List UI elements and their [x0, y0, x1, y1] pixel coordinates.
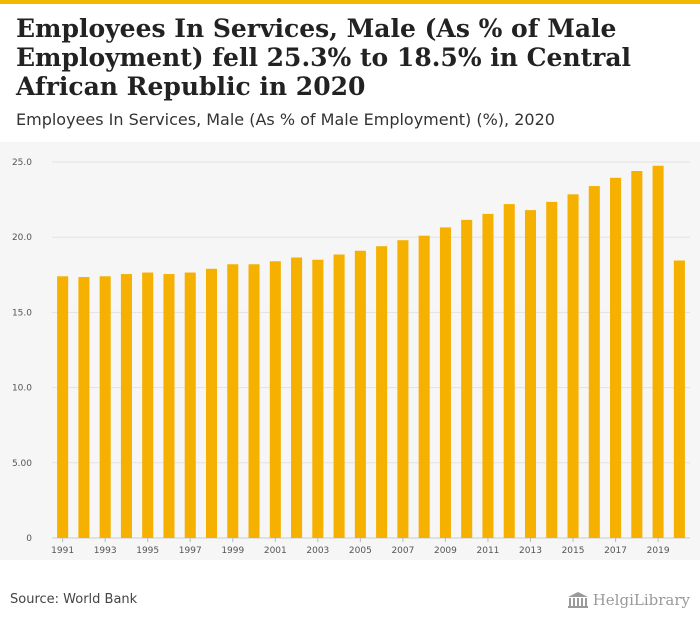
bar-2008 — [418, 235, 430, 539]
x-tick-label: 2015 — [562, 546, 585, 556]
bar-2005 — [354, 250, 366, 538]
logo-text: HelgiLibrary — [592, 591, 690, 609]
bar-2010 — [461, 219, 473, 538]
top-accent-bar — [0, 0, 700, 4]
bar-2006 — [376, 246, 388, 538]
y-tick-label: 0 — [26, 534, 32, 544]
x-tick-label: 2019 — [647, 546, 670, 556]
chart-subtitle: Employees In Services, Male (As % of Mal… — [16, 110, 555, 129]
bar-1996 — [163, 274, 175, 538]
x-tick-label: 1993 — [94, 546, 117, 556]
x-tick-label: 2007 — [391, 546, 414, 556]
x-tick-label: 1991 — [51, 546, 74, 556]
y-tick-label: 20.0 — [12, 233, 32, 243]
bar-2003 — [312, 259, 324, 538]
bar-2013 — [524, 210, 537, 538]
bar-2004 — [333, 254, 345, 538]
chart-panel — [0, 142, 700, 560]
bar-2007 — [397, 240, 409, 538]
bar-2012 — [503, 204, 515, 538]
bar-2020 — [673, 260, 685, 538]
bar-2001 — [269, 261, 281, 538]
bar-1998 — [205, 268, 218, 538]
source-note: Source: World Bank — [10, 592, 138, 607]
bar-chart: 0 5.00 10.0 15.0 20.0 25.0 1991 1993 1995 1997 199… — [12, 158, 690, 556]
bar-2019 — [652, 165, 664, 538]
bar-1993 — [99, 276, 111, 538]
bar-2000 — [248, 264, 260, 538]
helgilibrary-logo: HelgiLibrary — [567, 590, 690, 610]
y-tick-label: 15.0 — [12, 308, 32, 318]
x-tick-label: 2005 — [349, 546, 372, 556]
bar-1994 — [120, 274, 132, 538]
chart-title: Employees In Services, Male (As % of Mal… — [16, 14, 632, 101]
bar-2002 — [291, 257, 303, 538]
bar-2009 — [439, 227, 451, 538]
library-building-icon — [567, 592, 588, 608]
bar-2017 — [610, 177, 622, 538]
bar-2015 — [567, 194, 579, 538]
bar-1997 — [184, 272, 196, 538]
y-tick-label: 5.00 — [12, 459, 32, 469]
bar-2014 — [546, 201, 558, 538]
x-tick-label: 2017 — [604, 546, 627, 556]
y-tick-label: 25.0 — [12, 158, 32, 168]
x-tick-label: 2003 — [306, 546, 329, 556]
x-tick-label: 2001 — [264, 546, 287, 556]
x-tick-label: 1999 — [221, 546, 244, 556]
bar-1995 — [142, 272, 154, 538]
x-tick-label: 2009 — [434, 546, 457, 556]
x-tick-label: 1997 — [179, 546, 202, 556]
x-tick-label: 2013 — [519, 546, 542, 556]
x-tick-label: 2011 — [477, 546, 500, 556]
y-tick-label: 10.0 — [12, 384, 32, 394]
bar-1991 — [57, 276, 69, 538]
bar-1999 — [227, 264, 239, 538]
bar-2018 — [631, 171, 643, 539]
bar-1992 — [78, 277, 90, 538]
bar-2016 — [588, 186, 600, 538]
x-tick-label: 1995 — [136, 546, 159, 556]
bar-2011 — [482, 213, 494, 538]
